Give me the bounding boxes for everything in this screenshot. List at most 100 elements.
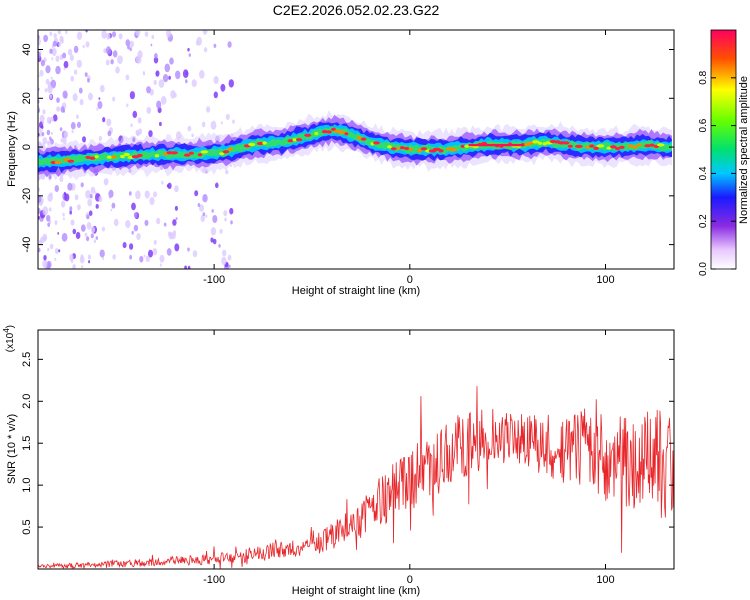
noise-mark [55,55,60,62]
noise-mark [128,191,132,196]
noise-mark [135,55,142,64]
ridge-peak [387,145,392,149]
ridge-peak [636,143,642,147]
noise-mark [106,118,112,127]
noise-mark [88,260,91,264]
colorbar-tick-label: 0.6 [698,118,709,132]
noise-mark [146,106,152,114]
xtick-label: -100 [203,274,225,286]
noise-mark [69,210,72,215]
noise-mark [72,228,77,235]
noise-mark [230,220,233,225]
ridge-peak [154,154,160,158]
xtick-label: -100 [203,574,225,586]
noise-mark [125,74,130,81]
noise-mark [113,218,119,227]
noise-mark [187,247,190,252]
noise-mark [105,46,111,55]
ridge-peak [331,127,336,131]
noise-mark [43,255,47,261]
ridge-peak [314,132,319,136]
noise-mark [76,59,83,68]
noise-mark [84,232,88,237]
ridge-peak [344,132,349,136]
noise-mark [194,190,199,197]
noise-mark [38,195,42,203]
ytick-label: 40 [21,43,33,55]
noise-mark [228,79,234,88]
noise-mark [210,227,217,236]
snr-scale-label: (x104) [2,325,16,352]
noise-mark [163,222,167,227]
noise-mark [46,129,51,136]
noise-mark [98,97,101,100]
spectrogram-ylabel: Frequency (Hz) [6,111,18,187]
noise-mark [70,219,75,226]
noise-mark [131,202,136,211]
noise-mark [139,255,144,263]
noise-mark [112,254,116,260]
noise-mark [57,232,60,235]
ridge-peak [326,130,332,134]
noise-mark [232,119,235,124]
noise-mark [110,208,113,212]
noise-mark [46,214,51,222]
noise-mark [227,254,232,261]
noise-mark [72,93,78,102]
ridge-peak [632,145,638,149]
ridge-peak [227,147,233,151]
noise-mark [172,230,177,236]
noise-mark [87,198,93,207]
noise-mark [112,96,116,102]
noise-mark [132,110,138,118]
noise-mark [90,226,96,234]
noise-mark [80,224,86,232]
ridge-band-4 [38,125,672,166]
noise-mark [102,117,106,123]
noise-mark [146,86,151,94]
noise-mark [53,33,57,39]
noise-mark [77,204,81,211]
noise-mark [73,45,79,54]
noise-mark [62,90,68,99]
noise-mark [156,100,162,109]
noise-mark [47,247,50,252]
colorbar-label: Normalized spectral amplitude [738,76,750,224]
ridge-peak [222,150,230,154]
noise-mark [67,182,73,191]
noise-mark [115,66,120,74]
noise-mark [41,132,45,137]
noise-mark [170,90,176,99]
noise-mark [166,248,172,256]
noise-mark [76,31,83,40]
noise-mark [69,206,73,212]
noise-mark [85,190,91,199]
colorbar-tick-label: 0.4 [698,166,709,180]
noise-mark [40,59,46,67]
ridge-peak [408,147,414,151]
noise-mark [169,57,174,65]
noise-mark [93,239,97,244]
noise-mark [219,228,223,234]
noise-mark [153,240,157,245]
noise-mark [213,76,219,84]
ridge-peak [433,147,441,151]
noise-mark [65,30,68,35]
noise-mark [98,196,103,203]
noise-mark [71,129,74,134]
ridge-peak [304,133,312,137]
noise-mark [213,91,218,99]
noise-mark [220,121,223,125]
noise-mark [46,116,52,124]
noise-mark [107,130,112,137]
noise-mark [212,215,218,223]
noise-mark [152,248,158,256]
noise-mark [185,79,188,84]
noise-mark [153,191,157,198]
ridge-peak [111,155,117,159]
noise-mark [202,194,208,203]
noise-mark [58,42,62,47]
ytick-label: 1.0 [21,477,33,492]
noise-mark [74,194,79,201]
noise-mark [54,248,59,254]
